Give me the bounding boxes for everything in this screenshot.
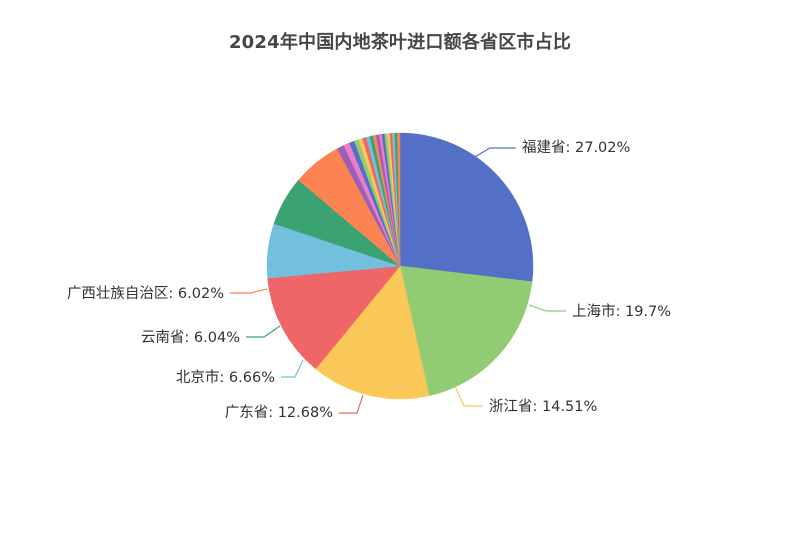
slice-label: 上海市: 19.7% <box>572 303 671 320</box>
slice-label: 浙江省: 14.51% <box>489 398 597 415</box>
slice-label: 广东省: 12.68% <box>225 404 333 421</box>
chart-title: 2024年中国内地茶叶进口额各省区市占比 <box>228 32 572 53</box>
pie-slice[interactable] <box>397 132 401 267</box>
slice-label: 广西壮族自治区: 6.02% <box>67 285 224 302</box>
label-leader-line <box>230 288 268 294</box>
slice-label: 福建省: 27.02% <box>522 139 630 156</box>
label-leader-line <box>528 304 566 312</box>
label-leader-line <box>454 385 483 407</box>
pie-slice-上海市[interactable] <box>399 265 533 397</box>
label-leader-line <box>339 394 364 414</box>
pie-slice-福建省[interactable] <box>399 132 534 282</box>
pie-slice-浙江省[interactable] <box>315 265 430 400</box>
label-leader-line <box>467 147 516 162</box>
pie-slices <box>266 132 534 400</box>
slice-labels: 福建省: 27.02% 上海市: 19.7% 浙江省: 14.51% 广东省: 12.… <box>67 139 671 421</box>
pie-slice-广东省[interactable] <box>267 265 401 370</box>
label-leader-line <box>246 325 281 338</box>
label-leader-line <box>281 359 304 378</box>
label-lines <box>230 147 566 414</box>
slice-label: 云南省: 6.04% <box>141 329 240 346</box>
slice-label: 北京市: 6.66% <box>176 369 275 386</box>
